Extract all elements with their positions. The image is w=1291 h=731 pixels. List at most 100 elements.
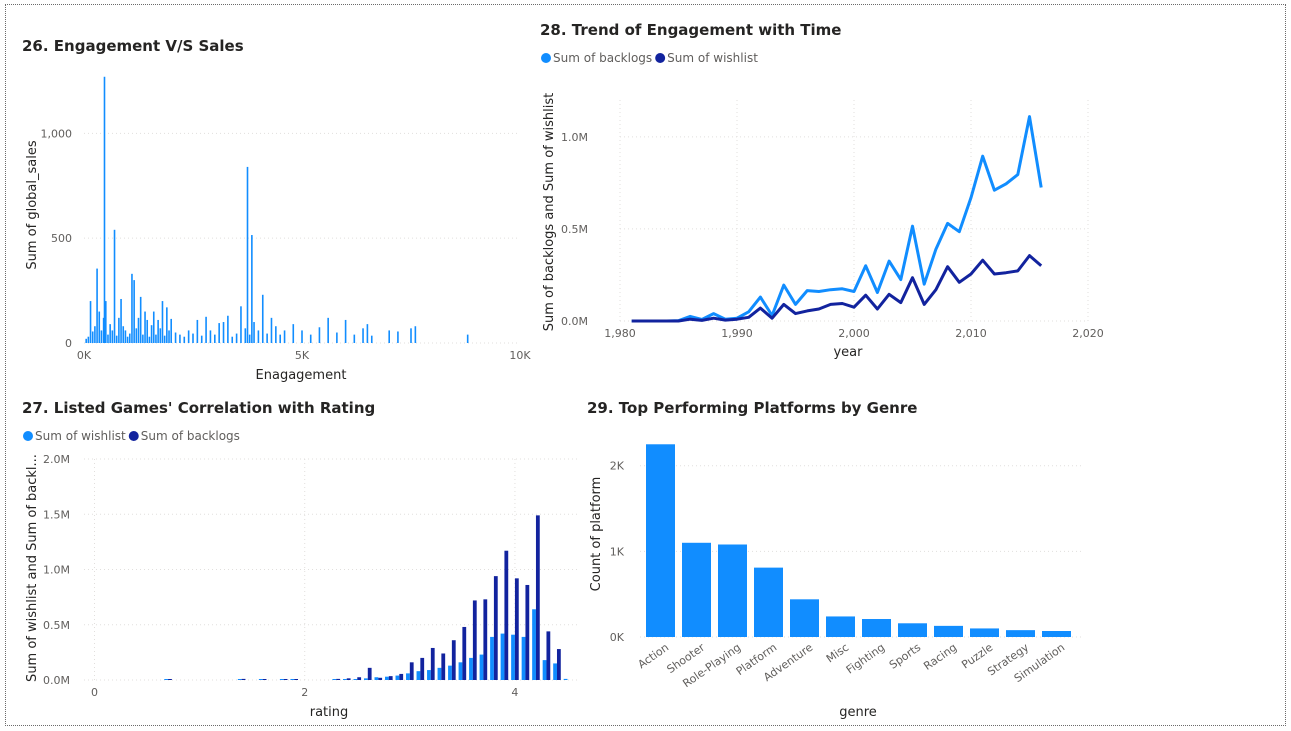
- chart27-bar: [367, 667, 372, 680]
- chart28-title: 28. Trend of Engagement with Time: [540, 21, 841, 39]
- chart26-bar: [397, 331, 399, 343]
- chart27-bar: [458, 662, 463, 680]
- chart26-bar: [150, 325, 153, 343]
- chart27-legend-label: Sum of backlogs: [141, 429, 240, 443]
- chart26-bar: [279, 334, 281, 343]
- chart27-bar: [262, 679, 267, 680]
- chart26-bar: [248, 334, 251, 343]
- chart26-bar: [261, 294, 264, 343]
- chart29-bar: [970, 628, 999, 637]
- chart27-bar: [483, 599, 488, 680]
- chart26-bar: [120, 298, 122, 343]
- chart27-ytick-label: 1.0M: [43, 564, 70, 577]
- chart26-bar: [98, 311, 101, 343]
- chart27-bar: [469, 657, 473, 680]
- chart26-bar: [270, 317, 273, 343]
- chart26-bar: [126, 336, 129, 343]
- chart28-xtick-label: 2,010: [955, 327, 987, 340]
- chart27-title: 27. Listed Games' Correlation with Ratin…: [22, 399, 375, 417]
- chart26-bar: [309, 334, 312, 343]
- chart26-bar: [344, 319, 347, 343]
- chart27-bar: [363, 678, 368, 680]
- chart27-bar: [399, 673, 404, 680]
- chart27-bar: [511, 634, 515, 680]
- chart29-bar: [790, 599, 819, 637]
- chart26-bar: [118, 317, 120, 343]
- chart26-bar: [466, 334, 469, 343]
- chart29-bar: [682, 542, 711, 637]
- chart26-bar: [318, 327, 321, 343]
- chart26-bar: [253, 322, 255, 343]
- chart26-bar: [301, 330, 303, 343]
- chart27-xtick-label: 2: [301, 686, 308, 699]
- chart29-ytick-label: 0K: [610, 631, 625, 644]
- chart27-bar: [357, 677, 362, 680]
- chart29-title: 29. Top Performing Platforms by Genre: [587, 399, 917, 417]
- chart26-bar: [410, 328, 412, 343]
- chart26-bar: [163, 335, 166, 343]
- chart27-bar: [346, 678, 351, 680]
- chart27-ytick-label: 2.0M: [43, 453, 70, 466]
- chart27-xtick-label: 4: [511, 686, 518, 699]
- chart27-bar: [294, 679, 299, 680]
- chart27-bar: [535, 515, 540, 680]
- chart26-bar: [144, 311, 146, 343]
- chart26-bar: [227, 315, 229, 343]
- chart27-bar: [406, 673, 410, 680]
- chart28-legend-label: Sum of wishlist: [667, 51, 758, 65]
- chart27-bar: [500, 633, 505, 680]
- chart27-bar: [279, 679, 284, 680]
- chart29-category-label: Fighting: [844, 641, 887, 677]
- chart26-bar: [155, 334, 157, 343]
- chart27-bar: [342, 679, 347, 680]
- chart26-bar: [327, 317, 329, 343]
- chart26-bar: [214, 334, 216, 343]
- chart26-bar: [231, 336, 234, 343]
- chart26-bar: [152, 311, 155, 343]
- chart27-bar: [532, 609, 536, 680]
- chart29-bar: [862, 619, 891, 637]
- chart27-bar: [388, 676, 393, 680]
- chart28-legend-marker: [541, 53, 551, 63]
- chart27-bar: [374, 677, 379, 680]
- chart26-y-axis-label: Sum of global_sales: [25, 140, 40, 269]
- chart27-bar: [556, 649, 561, 680]
- chart26-ytick-label: 500: [51, 232, 72, 245]
- chart27-bar: [462, 626, 467, 680]
- chart26-bar: [124, 330, 127, 343]
- chart27-bar: [490, 636, 494, 680]
- chart27-bar: [437, 667, 442, 680]
- chart26-bar: [91, 331, 94, 343]
- chart26-bar: [166, 307, 168, 343]
- chart26-bar: [137, 317, 140, 343]
- chart28-ytick-label: 1.0M: [561, 131, 588, 144]
- chart27-ytick-label: 1.5M: [43, 508, 70, 521]
- chart28-x-axis-label: year: [833, 345, 863, 360]
- chart26-bar: [157, 319, 159, 343]
- chart29-bar: [718, 544, 747, 637]
- chart27-bar: [546, 631, 551, 680]
- chart26-bar: [187, 330, 190, 343]
- chart26-bar: [168, 330, 170, 343]
- chart28-xtick-label: 2,000: [838, 327, 870, 340]
- chart27-bar: [332, 679, 337, 680]
- chart29-bar: [754, 567, 783, 637]
- chart26-bar: [192, 333, 194, 343]
- chart26-bar: [102, 317, 105, 343]
- chart29-bar: [934, 625, 963, 637]
- chart26-xtick-label: 10K: [509, 349, 531, 362]
- chart26-bar: [148, 336, 151, 343]
- chart27-bar: [378, 677, 383, 680]
- chart26-bar: [196, 319, 199, 343]
- chart26-xtick-label: 0K: [77, 349, 92, 362]
- chart28-series-line: [631, 254, 1043, 323]
- chart26-bar: [366, 324, 369, 343]
- chart27-bar: [353, 679, 358, 680]
- chart26-bar: [113, 229, 116, 343]
- chart27-bar: [395, 675, 400, 680]
- chart26-bar: [205, 316, 207, 343]
- chart27-bar: [164, 679, 169, 680]
- chart28-legend-marker: [655, 53, 666, 63]
- chart29-bar: [1042, 631, 1071, 637]
- chart27-y-axis-label: Sum of wishlist and Sum of backl...: [25, 454, 40, 682]
